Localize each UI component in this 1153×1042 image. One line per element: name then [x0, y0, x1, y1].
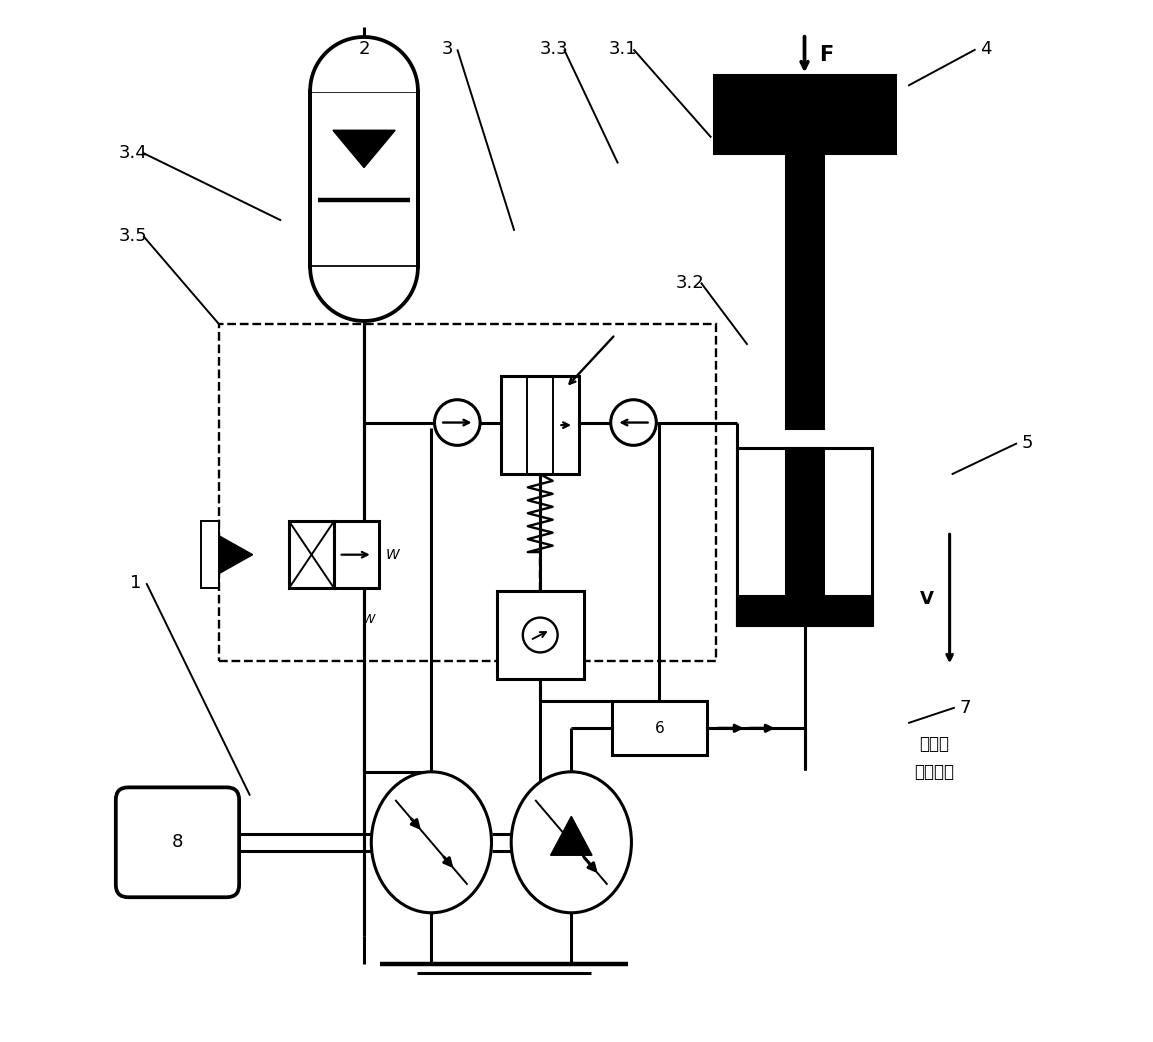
Polygon shape: [551, 816, 591, 855]
Text: 1: 1: [130, 574, 142, 592]
Bar: [201, 521, 219, 589]
Text: 执行机构: 执行机构: [914, 763, 954, 780]
Bar: [737, 596, 872, 624]
Text: 4: 4: [980, 41, 992, 58]
Text: 3.2: 3.2: [676, 274, 704, 292]
Polygon shape: [219, 536, 253, 573]
Text: W: W: [363, 613, 375, 626]
Bar: [811, 513, 858, 610]
Bar: [502, 376, 579, 474]
Text: 3.3: 3.3: [540, 41, 568, 58]
Bar: [219, 324, 716, 661]
Bar: [786, 448, 822, 596]
Bar: [289, 521, 334, 589]
Text: W: W: [386, 548, 399, 562]
FancyBboxPatch shape: [115, 788, 239, 897]
Circle shape: [435, 400, 480, 445]
Text: 3.4: 3.4: [119, 144, 148, 163]
Text: 2: 2: [359, 41, 370, 58]
Text: 6: 6: [655, 721, 664, 736]
Bar: [310, 91, 417, 267]
Text: 3: 3: [442, 41, 453, 58]
Text: 至其他: 至其他: [919, 735, 949, 752]
Bar: [497, 592, 583, 678]
Bar: [334, 521, 379, 589]
Circle shape: [611, 400, 656, 445]
Bar: [714, 75, 895, 153]
Circle shape: [522, 618, 558, 652]
Bar: [752, 513, 799, 610]
Bar: [737, 448, 872, 624]
Text: 7: 7: [959, 698, 971, 717]
Text: 5: 5: [1022, 435, 1033, 452]
Text: V: V: [920, 590, 934, 607]
Text: 3.5: 3.5: [119, 227, 148, 245]
Ellipse shape: [511, 772, 632, 913]
Text: F: F: [819, 45, 834, 65]
Text: 3.1: 3.1: [609, 41, 638, 58]
Text: 8: 8: [172, 834, 183, 851]
Ellipse shape: [371, 772, 491, 913]
Bar: [786, 153, 822, 428]
Polygon shape: [333, 130, 395, 168]
Bar: [612, 701, 707, 755]
